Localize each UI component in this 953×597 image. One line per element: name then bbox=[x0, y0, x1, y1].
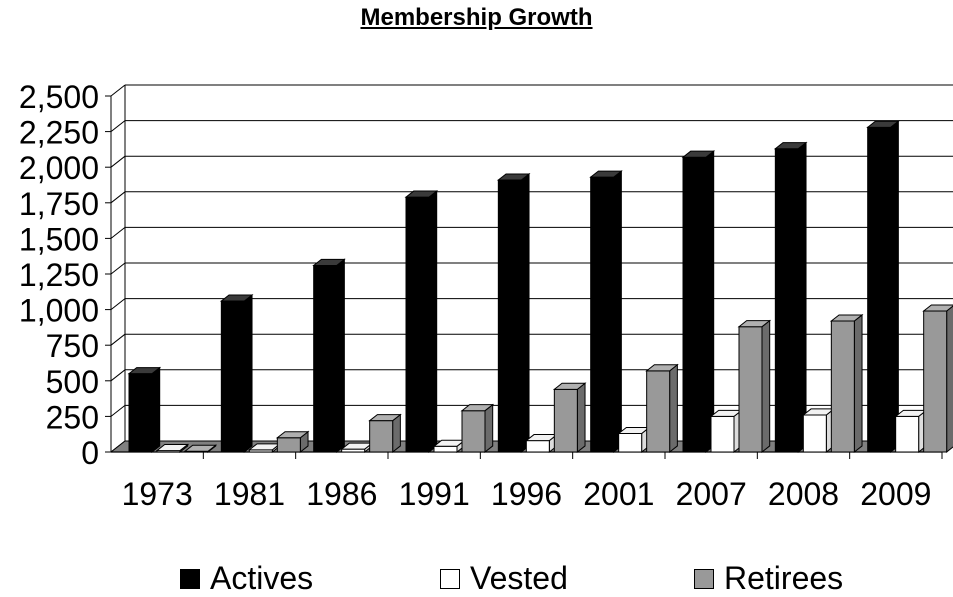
bar-vested-2009 bbox=[894, 409, 928, 454]
wall-gridline bbox=[110, 191, 126, 204]
legend-item-vested: Vested bbox=[440, 560, 568, 597]
bar-retirees-2008 bbox=[829, 313, 864, 454]
wall-gridline bbox=[110, 333, 126, 346]
wall-gridline bbox=[110, 298, 126, 310]
wall-gridline bbox=[110, 120, 126, 132]
legend-swatch bbox=[694, 568, 714, 589]
bar-actives-2007 bbox=[681, 150, 716, 454]
x-tick-label: 2001 bbox=[583, 476, 654, 512]
x-tick-label: 2008 bbox=[768, 476, 839, 512]
bar-retirees-1991 bbox=[460, 403, 495, 454]
y-tick-label: 1,750 bbox=[19, 186, 99, 222]
wall-gridline bbox=[110, 155, 126, 168]
bar-vested-2001 bbox=[617, 426, 651, 454]
y-tick-label: 250 bbox=[46, 399, 99, 435]
bar-vested-1996 bbox=[524, 433, 559, 454]
x-tick-label: 2007 bbox=[676, 476, 747, 512]
bar-vested-2007 bbox=[709, 409, 744, 454]
legend-swatch bbox=[440, 568, 460, 589]
x-tick-labels: 1973 1981 1986 1991 1996 2001 2007 2008 2009 bbox=[122, 476, 932, 512]
bar-retirees-2007 bbox=[737, 319, 772, 454]
bar-retirees-1986 bbox=[368, 413, 402, 454]
x-tick-label: 1981 bbox=[214, 476, 285, 512]
bar-actives-1996 bbox=[496, 172, 531, 454]
bars bbox=[127, 120, 953, 454]
bar-actives-1981 bbox=[219, 293, 254, 454]
y-tick-label: 2,250 bbox=[19, 115, 99, 151]
y-tick-label: 1,250 bbox=[19, 257, 99, 293]
bar-actives-1986 bbox=[312, 258, 346, 454]
wall-gridline bbox=[110, 262, 126, 275]
x-tick-label: 1986 bbox=[306, 476, 377, 512]
bar-actives-1991 bbox=[404, 190, 439, 454]
bar-vested-2008 bbox=[801, 407, 836, 454]
legend-item-retirees: Retirees bbox=[694, 560, 843, 597]
bar-retirees-1996 bbox=[552, 382, 587, 454]
wall-gridline bbox=[110, 369, 126, 382]
y-tick-label: 500 bbox=[46, 364, 99, 400]
bar-actives-2009 bbox=[866, 120, 900, 454]
bar-retirees-1981 bbox=[275, 430, 310, 454]
y-tick-label: 2,000 bbox=[19, 150, 99, 186]
y-tick-label: 1,500 bbox=[19, 221, 99, 257]
legend-label: Retirees bbox=[724, 560, 844, 596]
wall-gridline bbox=[110, 227, 126, 239]
y-tick-label: 750 bbox=[46, 328, 99, 364]
x-tick-label: 1991 bbox=[399, 476, 470, 512]
x-tick-label: 2009 bbox=[860, 476, 931, 512]
bar-chart: 02505007501,0001,2501,5001,7502,0002,250… bbox=[19, 79, 953, 512]
bar-actives-2008 bbox=[773, 141, 808, 454]
legend-label: Vested bbox=[470, 560, 568, 596]
bar-retirees-2001 bbox=[645, 363, 679, 454]
x-tick-label: 1973 bbox=[122, 476, 193, 512]
bar-vested-1973 bbox=[155, 443, 190, 454]
bar-retirees-2009 bbox=[922, 304, 953, 454]
wall-gridline bbox=[110, 84, 126, 97]
chart-title: Membership Growth bbox=[360, 4, 593, 31]
y-tick-labels: 02505007501,0001,2501,5001,7502,0002,250… bbox=[19, 79, 99, 471]
bar-retirees-1973 bbox=[183, 444, 218, 454]
bar-actives-1973 bbox=[127, 366, 162, 454]
legend: Actives Vested Retirees bbox=[0, 560, 953, 597]
x-tick-label: 1996 bbox=[491, 476, 562, 512]
y-tick-label: 2,500 bbox=[19, 79, 99, 115]
y-tick-label: 1,000 bbox=[19, 293, 99, 329]
legend-item-actives: Actives bbox=[180, 560, 313, 597]
gridlines bbox=[105, 84, 953, 453]
legend-label: Actives bbox=[210, 560, 314, 596]
bar-actives-2001 bbox=[589, 170, 623, 454]
y-tick-label: 0 bbox=[81, 435, 99, 471]
legend-swatch bbox=[180, 568, 200, 589]
wall-gridline bbox=[110, 405, 126, 417]
